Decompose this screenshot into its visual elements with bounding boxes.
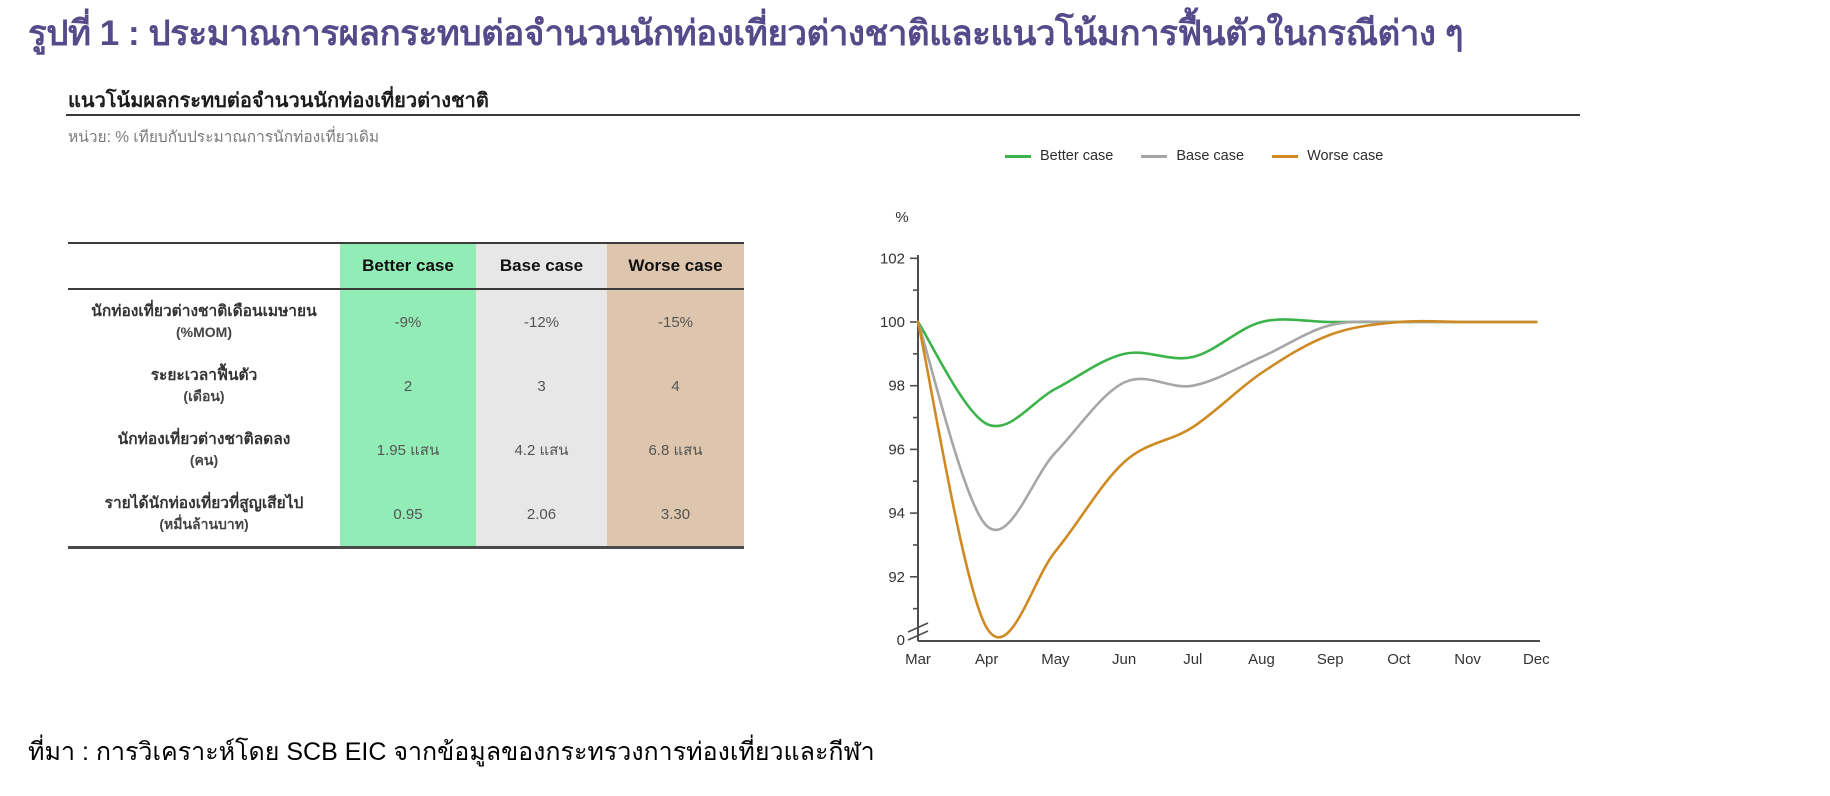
x-tick-label: Oct: [1387, 651, 1411, 668]
y-tick-label: 98: [888, 378, 905, 395]
impact-line-chart: 102 100 98 96 94 92 0% Mar Apr May Jun Jul Aug Sep Oct…: [880, 209, 1550, 668]
scenario-table: Better case Base case Worse case นักท่องเที…: [68, 242, 744, 549]
x-tick-label: May: [1041, 651, 1070, 668]
y-tick-label: 100: [880, 314, 905, 331]
chart-legend: Better case Base case Worse case: [1005, 148, 1383, 164]
table-corner-cell: [68, 244, 340, 290]
x-tick-label: Jul: [1183, 651, 1202, 668]
source-note: ที่มา : การวิเคราะห์โดย SCB EIC จากข้อมู…: [28, 738, 875, 766]
x-tick-label: Mar: [905, 651, 931, 668]
y-tick-label: 102: [880, 250, 905, 267]
y-tick-label: 96: [888, 441, 905, 458]
table-cell: -9%: [340, 290, 476, 354]
x-tick-label: Aug: [1248, 651, 1275, 668]
table-header-cell: Better case: [340, 244, 476, 290]
table-row-label: นักท่องเที่ยวต่างชาติเดือนเมษายน (%MOM): [91, 303, 317, 341]
table-cell: 2.06: [476, 482, 607, 546]
table-cell: 4: [607, 354, 744, 418]
figure-title: รูปที่ 1 : ประมาณการผลกระทบต่อจำนวนนักท่…: [28, 14, 1464, 53]
x-tick-label: Apr: [975, 651, 998, 668]
table-row-label: รายได้นักท่องเที่ยวที่สูญเสียไป (หมื่นล้า…: [104, 495, 304, 533]
table-header-cell: Base case: [476, 244, 607, 290]
table-header-cell: Worse case: [607, 244, 744, 290]
table-cell: 1.95 แสน: [340, 418, 476, 482]
table-cell: -15%: [607, 290, 744, 354]
legend-label: Better case: [1040, 148, 1114, 164]
table-row-label: นักท่องเที่ยวต่างชาติลดลง (คน): [117, 431, 291, 469]
heading-rule: [66, 114, 1580, 116]
unit-note: หน่วย: % เทียบกับประมาณการนักท่องเที่ยวเ…: [68, 129, 380, 146]
y-tick-label: 92: [888, 569, 905, 586]
y-axis-unit-label: %: [895, 209, 908, 226]
table-row-label: ระยะเวลาฟื้นตัว (เดือน): [150, 367, 258, 405]
x-tick-label: Sep: [1317, 651, 1344, 668]
axis-break-mark: [907, 630, 929, 641]
legend-item-worse-case: Worse case: [1272, 148, 1383, 164]
table-cell: 2: [340, 354, 476, 418]
legend-swatch: [1141, 154, 1168, 158]
x-tick-label: Nov: [1454, 651, 1481, 668]
legend-label: Worse case: [1307, 148, 1384, 164]
legend-item-better-case: Better case: [1005, 148, 1113, 164]
table-cell: 6.8 แสน: [607, 418, 744, 482]
x-tick-label: Dec: [1523, 651, 1550, 668]
table-cell: 3.30: [607, 482, 744, 546]
chart-area: 102 100 98 96 94 92 0% Mar Apr May Jun Jul Aug Sep Oct…: [850, 180, 1590, 700]
y-zero-label: 0: [897, 632, 905, 649]
table-cell: 4.2 แสน: [476, 418, 607, 482]
series-line-base-case: [916, 320, 1538, 531]
table-cell: 3: [476, 354, 607, 418]
legend-swatch: [1005, 154, 1031, 158]
series-line-worse-case: [916, 319, 1538, 639]
x-tick-label: Jun: [1112, 651, 1136, 668]
y-tick-label: 94: [888, 505, 905, 522]
axis-break-mark: [907, 622, 929, 633]
legend-swatch: [1272, 154, 1299, 158]
panel-heading: แนวโน้มผลกระทบต่อจำนวนนักท่องเที่ยวต่างช…: [68, 90, 489, 112]
legend-item-base-case: Base case: [1141, 148, 1244, 164]
legend-label: Base case: [1176, 148, 1245, 164]
table-cell: -12%: [476, 290, 607, 354]
table-cell: 0.95: [340, 482, 476, 546]
